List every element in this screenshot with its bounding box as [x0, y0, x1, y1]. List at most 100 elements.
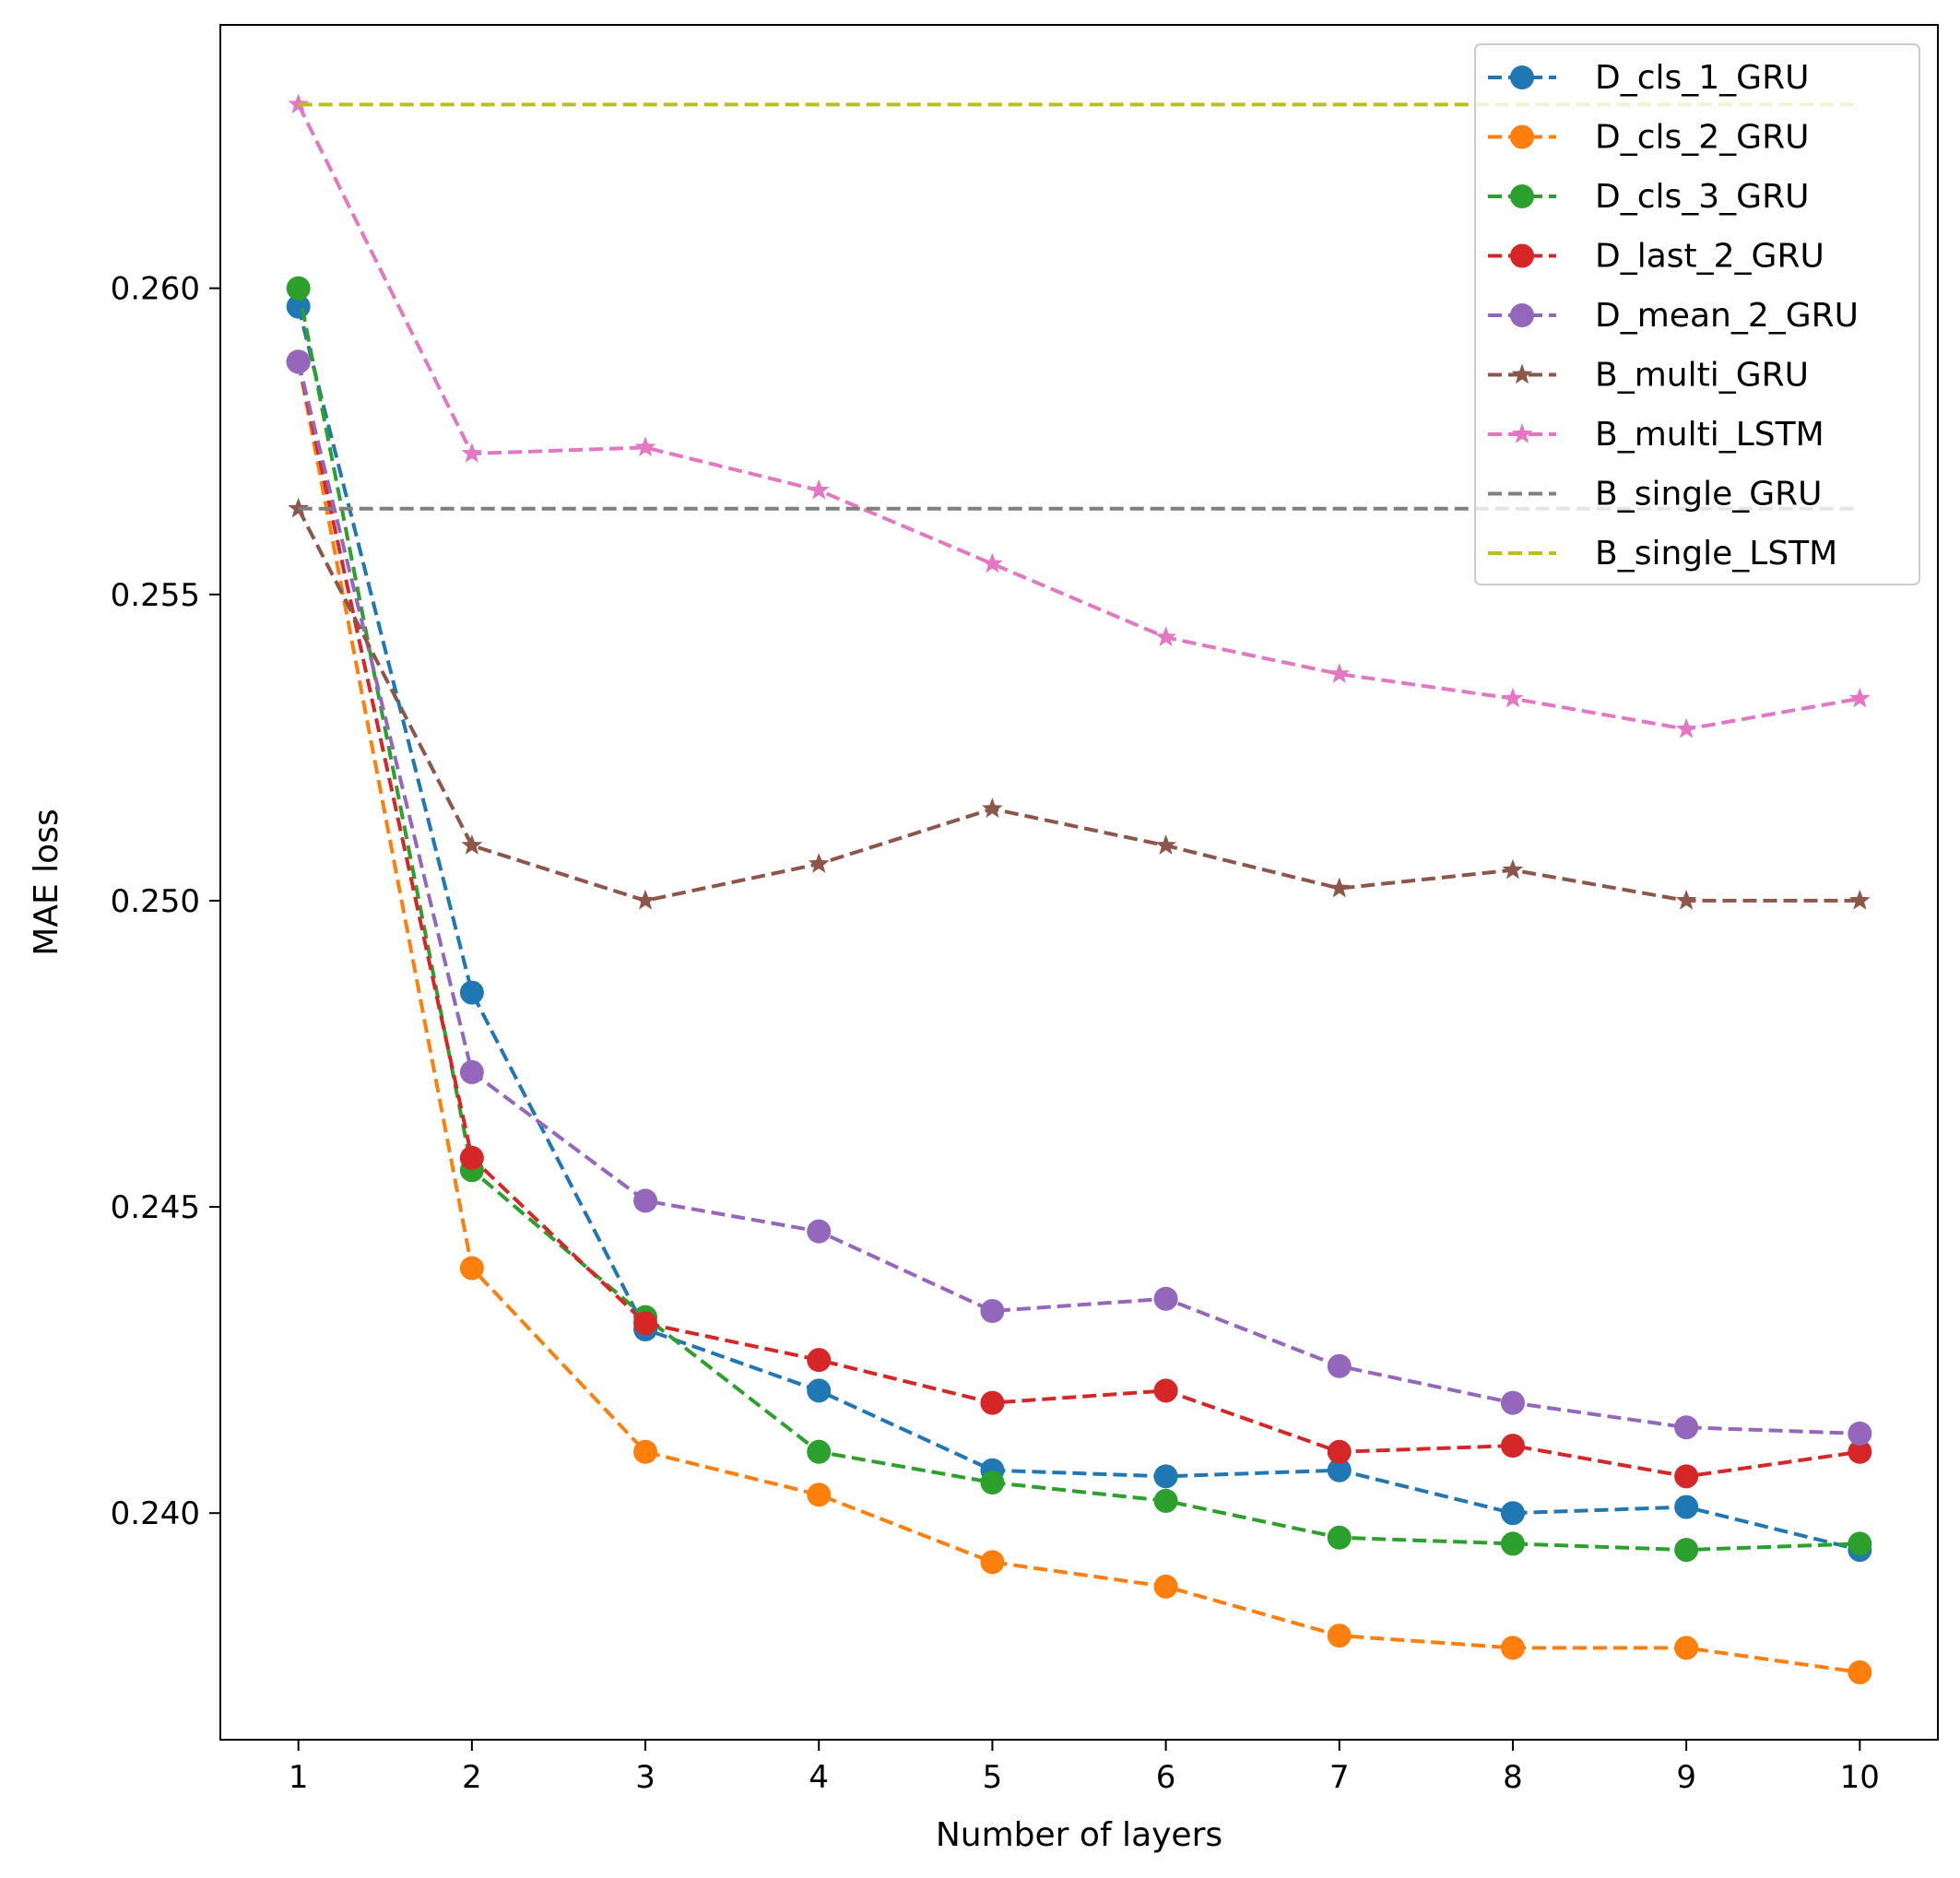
data-point [980, 1471, 1005, 1494]
data-point [461, 834, 483, 855]
legend-label: B_multi_GRU [1595, 357, 1809, 395]
plot-frame [219, 24, 1939, 1741]
y-axis: 0.240 0.245 0.250 0.255 0.260 [111, 271, 220, 1532]
data-point [1502, 687, 1524, 708]
data-point [808, 853, 830, 873]
data-point [1500, 1434, 1525, 1459]
legend-marker [1510, 65, 1534, 89]
legend-marker [1510, 124, 1534, 149]
series-line [296, 306, 1860, 1553]
data-point [808, 478, 830, 500]
legend: D_cls_1_GRU D_cls_2_GRU D_cls_3_GRU D_last_… [1474, 43, 1920, 585]
data-point [459, 1145, 484, 1170]
data-point [980, 1390, 1005, 1415]
data-point [633, 1439, 658, 1464]
data-point [982, 552, 1003, 573]
data-point [1848, 1659, 1872, 1684]
data-point [1327, 1439, 1352, 1464]
series-line [296, 288, 1860, 1553]
legend-marker [1511, 423, 1533, 443]
legend-marker [1510, 184, 1534, 208]
data-point [1153, 1286, 1178, 1311]
series-line [296, 361, 1860, 1674]
data-point [1327, 1624, 1352, 1648]
legend-label: D_cls_2_GRU [1595, 119, 1809, 157]
data-point [1153, 1574, 1178, 1599]
data-point [1328, 877, 1351, 898]
x-tick-label: 4 [809, 1759, 829, 1796]
data-point [459, 980, 484, 1005]
x-tick-label: 5 [983, 1759, 1003, 1796]
data-point [1674, 1636, 1699, 1660]
legend-item-d-last-2-gru: D_last_2_GRU [1488, 238, 1824, 276]
data-point [980, 1299, 1005, 1323]
legend-item-d-mean-2-gru: D_mean_2_GRU [1488, 297, 1859, 335]
legend-item-b-multi-lstm: B_multi_LSTM [1488, 416, 1824, 454]
x-tick-label: 6 [1156, 1759, 1176, 1796]
y-axis-label: MAE loss [28, 809, 65, 955]
series-d-cls-1-gru [286, 294, 1872, 1563]
y-tick-label: 0.255 [111, 577, 200, 614]
data-point [1327, 1525, 1352, 1550]
legend-item-d-cls-2-gru: D_cls_2_GRU [1488, 119, 1809, 157]
legend-marker [1510, 303, 1534, 327]
data-point [1674, 1415, 1699, 1440]
data-point [1328, 663, 1351, 683]
legend-item-b-single-gru: B_single_GRU [1488, 476, 1823, 514]
x-axis-label: Number of layers [936, 1816, 1222, 1854]
series-line [296, 360, 1860, 1479]
data-point [1155, 834, 1176, 855]
data-point [459, 1059, 484, 1084]
data-point [634, 436, 656, 457]
legend-label: D_mean_2_GRU [1595, 297, 1859, 335]
data-point [1848, 889, 1871, 910]
data-point [634, 889, 656, 910]
x-axis: 1 2 3 4 5 6 7 8 9 10 [289, 1740, 1880, 1796]
data-point [1502, 858, 1524, 880]
x-tick-label: 2 [462, 1759, 482, 1796]
y-tick-label: 0.240 [111, 1495, 200, 1532]
data-point [1500, 1531, 1525, 1556]
legend-item-b-multi-gru: B_multi_GRU [1488, 357, 1809, 395]
x-tick-label: 7 [1329, 1759, 1350, 1796]
data-point [1500, 1390, 1525, 1415]
legend-label: B_multi_LSTM [1595, 416, 1824, 454]
legend-label: D_cls_1_GRU [1595, 59, 1809, 97]
data-point [1675, 717, 1697, 738]
data-point [807, 1348, 832, 1373]
data-point [1674, 1494, 1699, 1519]
data-point [807, 1439, 832, 1464]
legend-label: D_last_2_GRU [1595, 238, 1824, 276]
data-point [1674, 1464, 1699, 1489]
legend-box [1474, 43, 1920, 585]
series-line [296, 507, 1860, 903]
data-point [633, 1311, 658, 1336]
data-point [1674, 1538, 1699, 1563]
data-point [1153, 1488, 1178, 1513]
series-d-mean-2-gru [286, 349, 1872, 1446]
legend-item-b-single-lstm: B_single_LSTM [1488, 535, 1837, 573]
data-point [1675, 889, 1697, 910]
legend-item-d-cls-1-gru: D_cls_1_GRU [1488, 59, 1809, 97]
data-point [807, 1482, 832, 1507]
series-line [296, 103, 1860, 731]
x-tick-label: 10 [1840, 1759, 1880, 1796]
y-tick-label: 0.250 [111, 883, 200, 920]
y-tick-label: 0.260 [111, 271, 200, 308]
x-tick-label: 8 [1503, 1759, 1523, 1796]
data-point [1153, 1378, 1178, 1403]
data-point [1155, 626, 1176, 646]
x-tick-label: 1 [289, 1759, 309, 1796]
x-tick-label: 9 [1676, 1759, 1696, 1796]
data-point [1500, 1501, 1525, 1526]
legend-item-d-cls-3-gru: D_cls_3_GRU [1488, 178, 1809, 216]
data-point [1848, 1531, 1872, 1556]
data-point [982, 797, 1003, 818]
data-point [1500, 1636, 1525, 1660]
x-tick-label: 3 [635, 1759, 655, 1796]
data-point [980, 1550, 1005, 1575]
data-point [286, 276, 311, 301]
data-point [1153, 1464, 1178, 1489]
data-point [633, 1188, 658, 1213]
